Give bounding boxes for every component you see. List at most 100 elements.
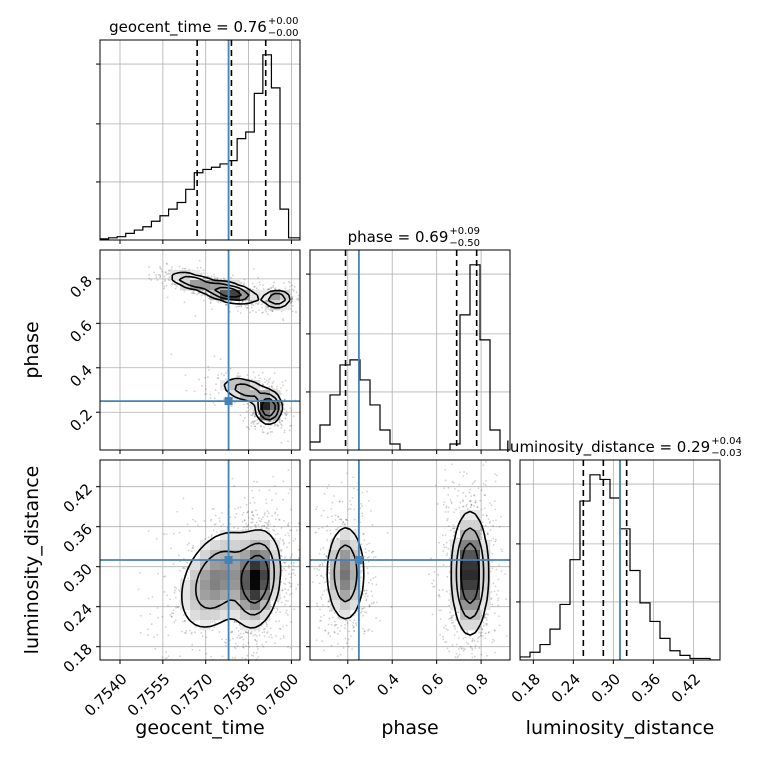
- sample-point: [266, 432, 269, 435]
- sample-point: [231, 631, 234, 633]
- sample-point: [147, 628, 150, 631]
- sample-point: [450, 501, 453, 504]
- sample-point: [428, 573, 430, 576]
- sample-point: [307, 561, 309, 563]
- sample-point: [268, 489, 271, 492]
- density-cell: [250, 590, 261, 601]
- density-cell: [270, 570, 281, 581]
- sample-point: [234, 516, 237, 519]
- sample-point: [179, 655, 181, 658]
- sample-point: [478, 635, 481, 638]
- sample-point: [328, 600, 331, 602]
- sample-point: [438, 609, 440, 612]
- sample-point: [167, 604, 169, 607]
- sample-point: [481, 628, 484, 630]
- sample-point: [175, 671, 177, 673]
- sample-point: [282, 480, 285, 483]
- sample-point: [450, 622, 453, 624]
- sample-point: [255, 509, 257, 512]
- x-tick-label-phase: 0.6: [418, 670, 448, 700]
- sample-point: [254, 633, 257, 636]
- sample-point: [351, 624, 354, 627]
- sample-point: [483, 445, 485, 447]
- sample-point: [167, 655, 170, 658]
- sample-point: [336, 537, 339, 540]
- sample-point: [463, 699, 465, 701]
- sample-point: [290, 592, 293, 595]
- sample-point: [215, 661, 217, 663]
- density-cell: [250, 290, 261, 301]
- sample-point: [248, 299, 250, 302]
- density-cell: [190, 600, 201, 611]
- sample-point: [291, 297, 293, 300]
- sample-point: [431, 613, 434, 616]
- sample-point: [214, 621, 217, 624]
- sample-point: [228, 667, 230, 669]
- sample-point: [259, 520, 262, 523]
- sample-point: [454, 712, 456, 714]
- sample-point: [280, 310, 283, 313]
- sample-point: [457, 655, 460, 657]
- sample-point: [269, 627, 272, 630]
- sample-point: [204, 538, 206, 541]
- sample-point: [318, 626, 320, 629]
- sample-point: [320, 598, 323, 600]
- density-cell: [450, 580, 461, 591]
- sample-point: [489, 529, 492, 531]
- sample-point: [493, 640, 496, 642]
- sample-point: [479, 634, 482, 637]
- sample-point: [180, 630, 183, 633]
- sample-point: [338, 610, 341, 613]
- sample-point: [253, 285, 256, 288]
- sample-point: [227, 669, 229, 671]
- sample-point: [364, 595, 366, 598]
- sample-point: [166, 262, 168, 265]
- sample-point: [240, 304, 242, 307]
- sample-point: [477, 640, 479, 643]
- sample-point: [283, 561, 285, 564]
- density-cell: [230, 380, 241, 391]
- sample-point: [213, 275, 216, 278]
- sample-point: [353, 518, 356, 521]
- sample-point: [476, 506, 479, 508]
- sample-point: [267, 524, 270, 527]
- sample-point: [259, 377, 262, 380]
- density-cell: [470, 530, 481, 541]
- sample-point: [243, 496, 246, 499]
- sample-point: [371, 524, 374, 526]
- sample-point: [188, 542, 190, 545]
- sample-point: [337, 616, 340, 619]
- sample-point: [280, 424, 283, 427]
- sample-point: [453, 487, 456, 490]
- sample-point: [493, 629, 496, 631]
- sample-point: [315, 531, 318, 534]
- sample-point: [267, 519, 270, 522]
- sample-point: [328, 572, 331, 575]
- sample-point: [243, 526, 245, 529]
- sample-point: [331, 665, 333, 667]
- sample-point: [313, 567, 316, 570]
- sample-point: [474, 647, 477, 649]
- sample-point: [371, 582, 374, 585]
- sample-point: [197, 669, 199, 671]
- sample-point: [363, 555, 366, 558]
- sample-point: [230, 405, 233, 408]
- sample-point: [438, 541, 440, 544]
- contour-level-2: [460, 542, 480, 605]
- sample-point: [157, 572, 159, 575]
- sample-point: [287, 469, 290, 472]
- y-axis-label-luminosity_distance: luminosity_distance: [21, 466, 43, 655]
- sample-point: [443, 546, 446, 549]
- density-cell: [460, 620, 471, 631]
- density-cell: [270, 390, 281, 401]
- sample-point: [196, 293, 199, 296]
- sample-point: [172, 609, 175, 612]
- sample-point: [340, 518, 343, 521]
- sample-point: [272, 475, 275, 478]
- sample-point: [178, 531, 181, 534]
- sample-point: [486, 533, 489, 536]
- sample-point: [366, 490, 368, 493]
- sample-point: [216, 300, 218, 302]
- sample-point: [166, 296, 169, 299]
- sample-point: [210, 275, 213, 278]
